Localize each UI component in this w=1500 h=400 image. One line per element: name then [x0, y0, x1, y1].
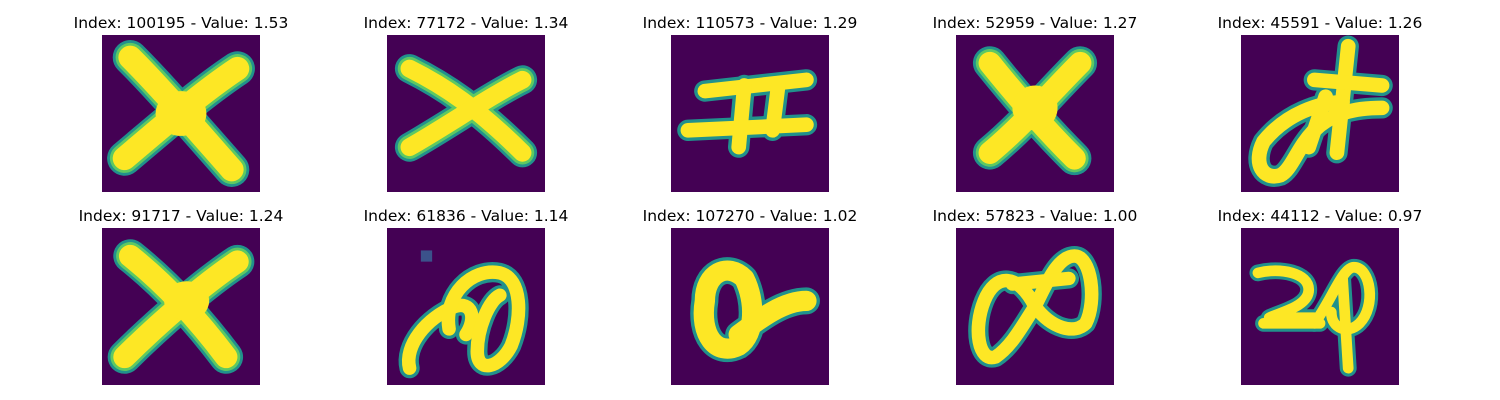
sample-title: Index: 107270 - Value: 1.02 — [642, 207, 858, 225]
sample-title: Index: 44112 - Value: 0.97 — [1217, 207, 1423, 225]
sample-image — [956, 228, 1114, 385]
sample-title: Index: 91717 - Value: 1.24 — [78, 207, 284, 225]
sample-image — [1241, 228, 1399, 385]
sample-cell: Index: 110573 - Value: 1.29 — [643, 12, 857, 192]
sample-image — [671, 228, 829, 385]
sample-cell: Index: 44112 - Value: 0.97 — [1218, 205, 1422, 385]
sample-cell: Index: 61836 - Value: 1.14 — [364, 205, 568, 385]
sample-cell: Index: 52959 - Value: 1.27 — [933, 12, 1137, 192]
sample-title: Index: 77172 - Value: 1.34 — [363, 14, 569, 32]
sample-title: Index: 110573 - Value: 1.29 — [642, 14, 858, 32]
sample-image — [1241, 35, 1399, 192]
sample-cell: Index: 100195 - Value: 1.53 — [74, 12, 288, 192]
sample-cell: Index: 77172 - Value: 1.34 — [364, 12, 568, 192]
sample-image — [671, 35, 829, 192]
sample-title: Index: 57823 - Value: 1.00 — [932, 207, 1138, 225]
sample-title: Index: 100195 - Value: 1.53 — [73, 14, 289, 32]
sample-title: Index: 61836 - Value: 1.14 — [363, 207, 569, 225]
sample-cell: Index: 45591 - Value: 1.26 — [1218, 12, 1422, 192]
sample-cell: Index: 57823 - Value: 1.00 — [933, 205, 1137, 385]
sample-cell: Index: 107270 - Value: 1.02 — [643, 205, 857, 385]
sample-title: Index: 45591 - Value: 1.26 — [1217, 14, 1423, 32]
sample-image — [102, 35, 260, 192]
sample-image — [956, 35, 1114, 192]
sample-cell: Index: 91717 - Value: 1.24 — [79, 205, 283, 385]
sample-title: Index: 52959 - Value: 1.27 — [932, 14, 1138, 32]
sample-image — [102, 228, 260, 385]
sample-image — [387, 228, 545, 385]
sample-image — [387, 35, 545, 192]
